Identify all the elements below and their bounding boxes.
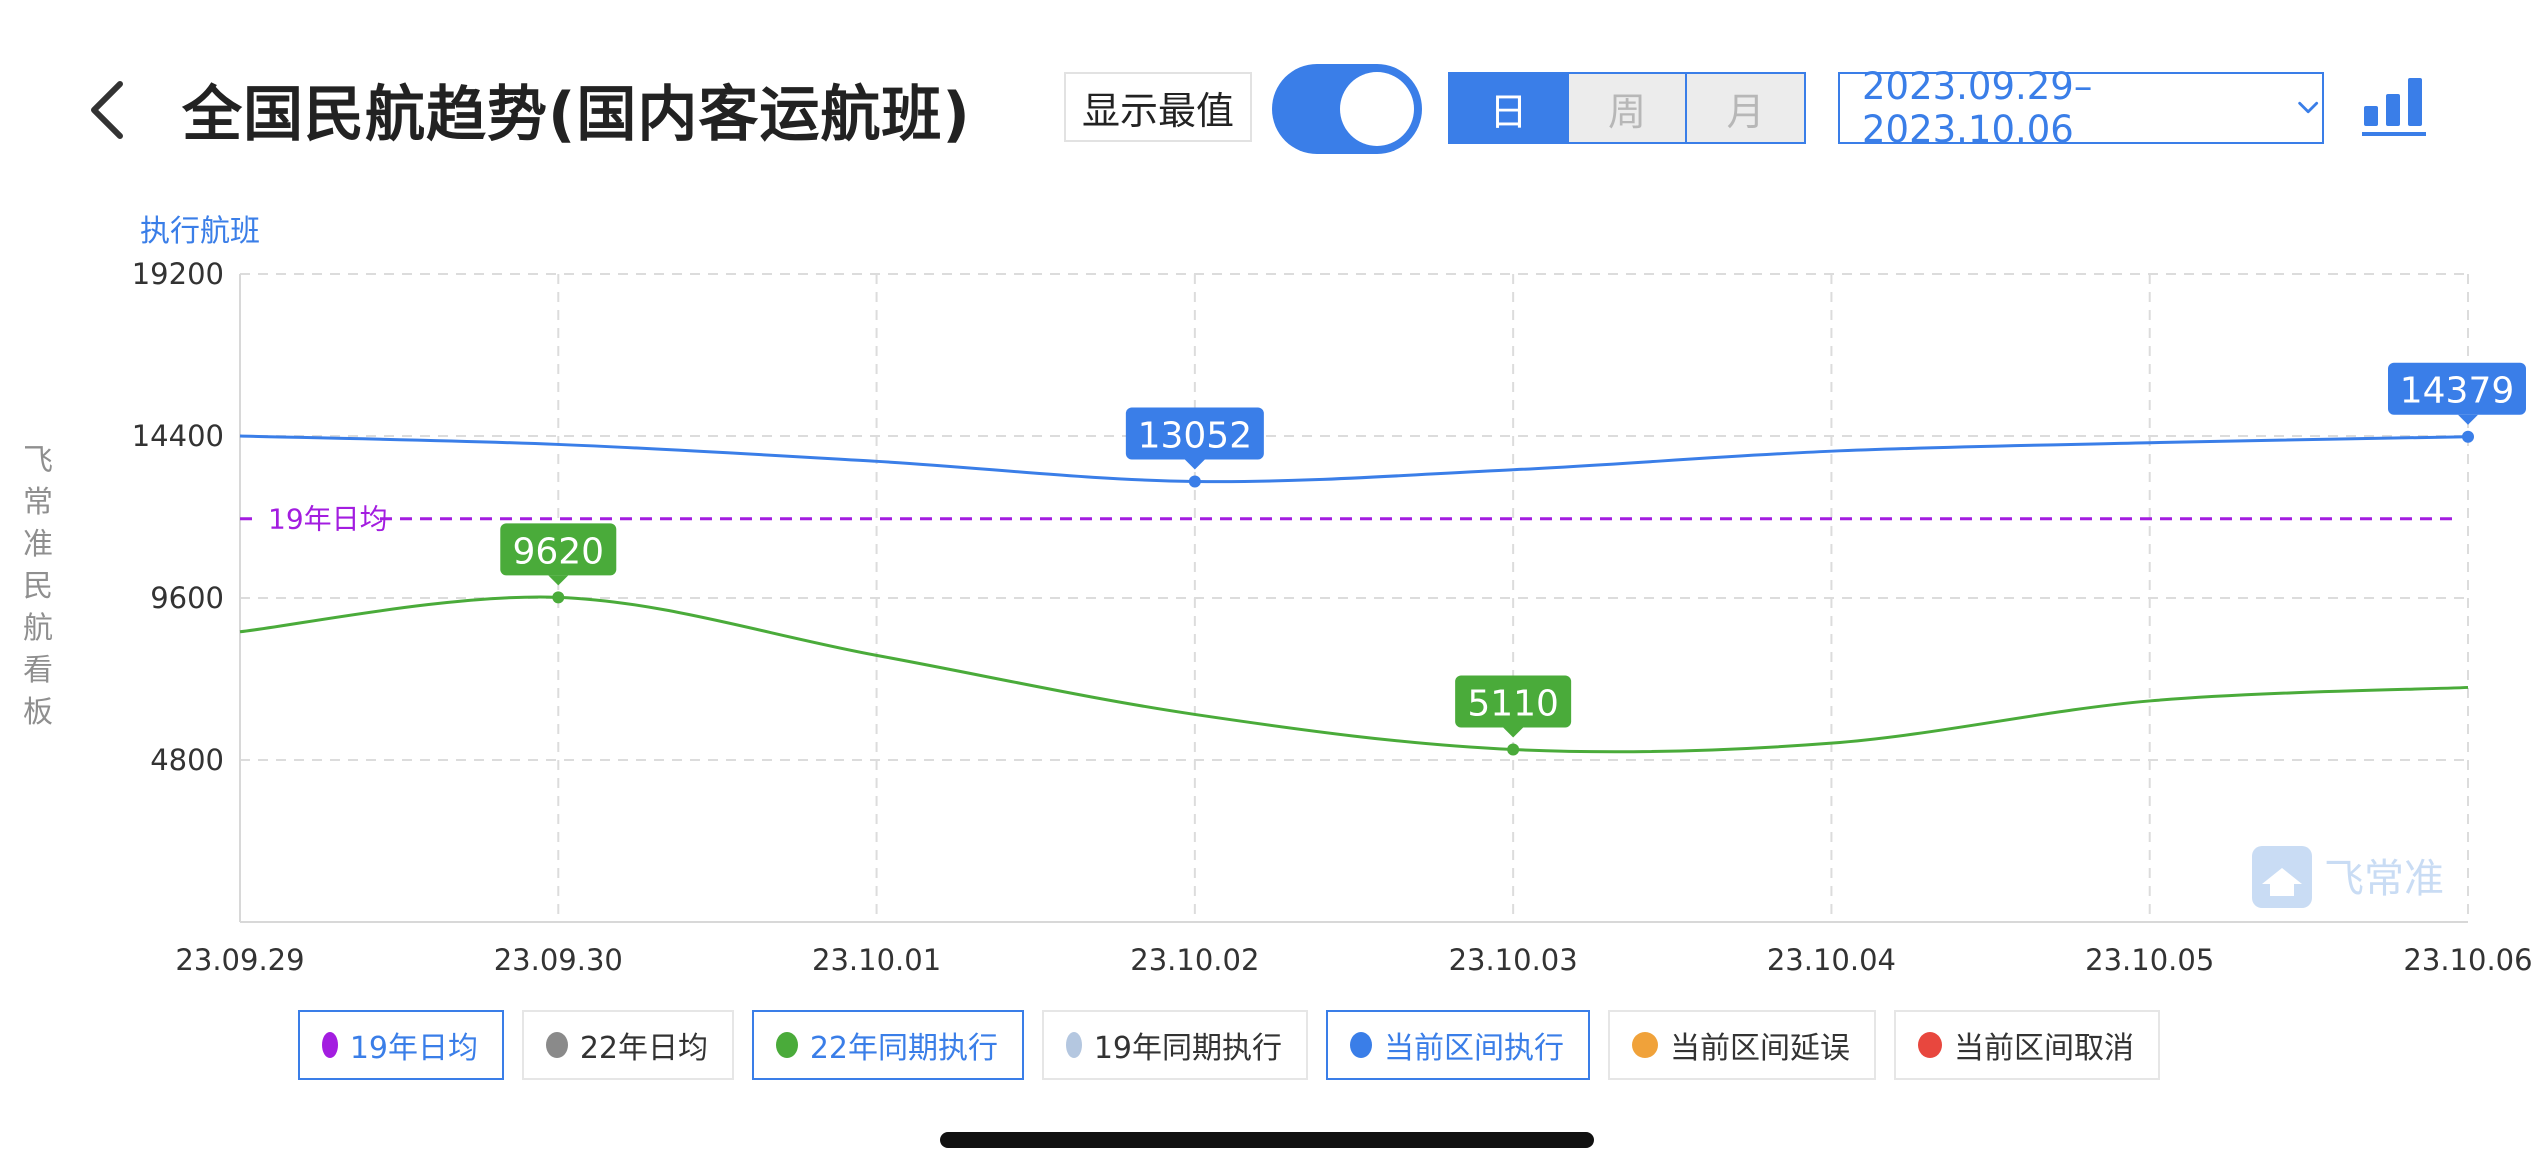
data-label-pointer — [2458, 414, 2478, 425]
legend-item[interactable]: 22年同期执行 — [752, 1010, 1024, 1080]
y-tick-label: 14400 — [132, 419, 224, 453]
y-tick-label: 19200 — [132, 257, 224, 291]
x-tick-label: 23.10.05 — [2085, 943, 2214, 977]
x-tick-label: 23.10.04 — [1767, 943, 1896, 977]
x-tick-label: 23.09.29 — [175, 943, 304, 977]
legend-item[interactable]: 当前区间延误 — [1608, 1010, 1876, 1080]
legend-label: 22年同期执行 — [809, 1031, 998, 1066]
legend-dot-icon — [1632, 1032, 1658, 1058]
reference-line-label: 19年日均 — [268, 503, 388, 536]
data-label-pointer — [1184, 459, 1205, 470]
legend-dot-icon — [322, 1032, 338, 1058]
side-watermark-char: 看 — [23, 653, 53, 688]
legend-dot-icon — [1350, 1032, 1372, 1058]
tab-month[interactable]: 月 — [1685, 74, 1805, 142]
legend-dot-icon — [1066, 1032, 1082, 1058]
data-label: 9620 — [512, 531, 604, 572]
toggle-knob — [1340, 72, 1414, 146]
data-label: 5110 — [1467, 684, 1559, 725]
data-label: 14379 — [2400, 371, 2515, 412]
x-tick-label: 23.10.02 — [1130, 943, 1259, 977]
date-range-picker[interactable]: 2023.09.29–2023.10.06 — [1838, 65, 2324, 151]
legend-item[interactable]: 当前区间取消 — [1894, 1010, 2160, 1080]
granularity-tabs: 日 周 月 — [1448, 72, 1806, 144]
y-tick-label: 9600 — [150, 581, 224, 615]
legend-item[interactable]: 19年日均 — [298, 1010, 504, 1080]
side-watermark-char: 民 — [23, 569, 53, 604]
bar-chart-icon — [2362, 78, 2426, 136]
chevron-left-icon — [91, 81, 123, 139]
data-label-pointer — [548, 575, 569, 586]
data-label-pointer — [1503, 727, 1524, 738]
legend-label: 当前区间延误 — [1670, 1031, 1850, 1066]
watermark-logo: 飞常准 — [2252, 846, 2452, 916]
data-label-bg — [1455, 675, 1572, 728]
x-tick-label: 23.10.06 — [2403, 943, 2532, 977]
show-extremes-toggle[interactable] — [1272, 64, 1422, 154]
legend-dot-icon — [1918, 1032, 1942, 1058]
legend-item[interactable]: 22年日均 — [522, 1010, 734, 1080]
side-watermark-char: 飞 — [23, 443, 53, 478]
chevron-down-icon — [2297, 101, 2318, 114]
data-label-bg — [500, 523, 617, 576]
home-indicator — [940, 1132, 1594, 1148]
side-watermark-char: 板 — [23, 695, 53, 730]
data-point — [1507, 743, 1520, 756]
back-button[interactable] — [84, 78, 140, 142]
x-tick-label: 23.09.30 — [494, 943, 623, 977]
page-title: 全国民航趋势(国内客运航班) — [182, 80, 971, 150]
line-chart: 4800 9600 14400 19200 23.09.29 23.09.30 23.10.… — [132, 257, 2532, 977]
legend-dot-icon — [776, 1032, 798, 1058]
side-watermark-char: 航 — [23, 611, 53, 646]
data-point — [2462, 430, 2474, 443]
legend-item[interactable]: 当前区间执行 — [1326, 1010, 1590, 1080]
x-tick-label: 23.10.03 — [1449, 943, 1578, 977]
tab-week[interactable]: 周 — [1566, 74, 1686, 142]
legend-label: 当前区间取消 — [1954, 1031, 2134, 1066]
legend-item[interactable]: 19年同期执行 — [1042, 1010, 1308, 1080]
legend-dot-icon — [546, 1032, 568, 1058]
series-line — [239, 595, 2469, 754]
show-extremes-label[interactable]: 显示最值 — [1064, 72, 1252, 142]
x-tick-label: 23.10.01 — [812, 943, 941, 977]
data-point — [1188, 475, 1201, 488]
y-tick-label: 4800 — [150, 743, 224, 777]
side-watermark: 飞 常 准 民 航 看 板 — [20, 440, 56, 734]
tab-day[interactable]: 日 — [1450, 74, 1567, 142]
legend-label: 22年日均 — [579, 1031, 708, 1066]
legend-label: 19年日均 — [349, 1031, 478, 1066]
date-range-text: 2023.09.29–2023.10.06 — [1862, 65, 2093, 151]
chart-type-button[interactable] — [2362, 74, 2426, 136]
reference-label-bg — [258, 500, 374, 535]
watermark-logo-text: 飞常准 — [2324, 856, 2444, 902]
data-label-bg — [2388, 362, 2526, 415]
side-watermark-char: 常 — [23, 485, 53, 520]
side-watermark-char: 准 — [23, 527, 53, 562]
data-label-bg — [1125, 407, 1264, 460]
data-label: 13052 — [1138, 415, 1253, 456]
legend-label: 当前区间执行 — [1384, 1031, 1564, 1066]
legend-label: 19年同期执行 — [1093, 1031, 1282, 1066]
data-point — [552, 591, 565, 604]
series-line — [239, 434, 2469, 484]
y-axis-title: 执行航班 — [140, 214, 260, 249]
